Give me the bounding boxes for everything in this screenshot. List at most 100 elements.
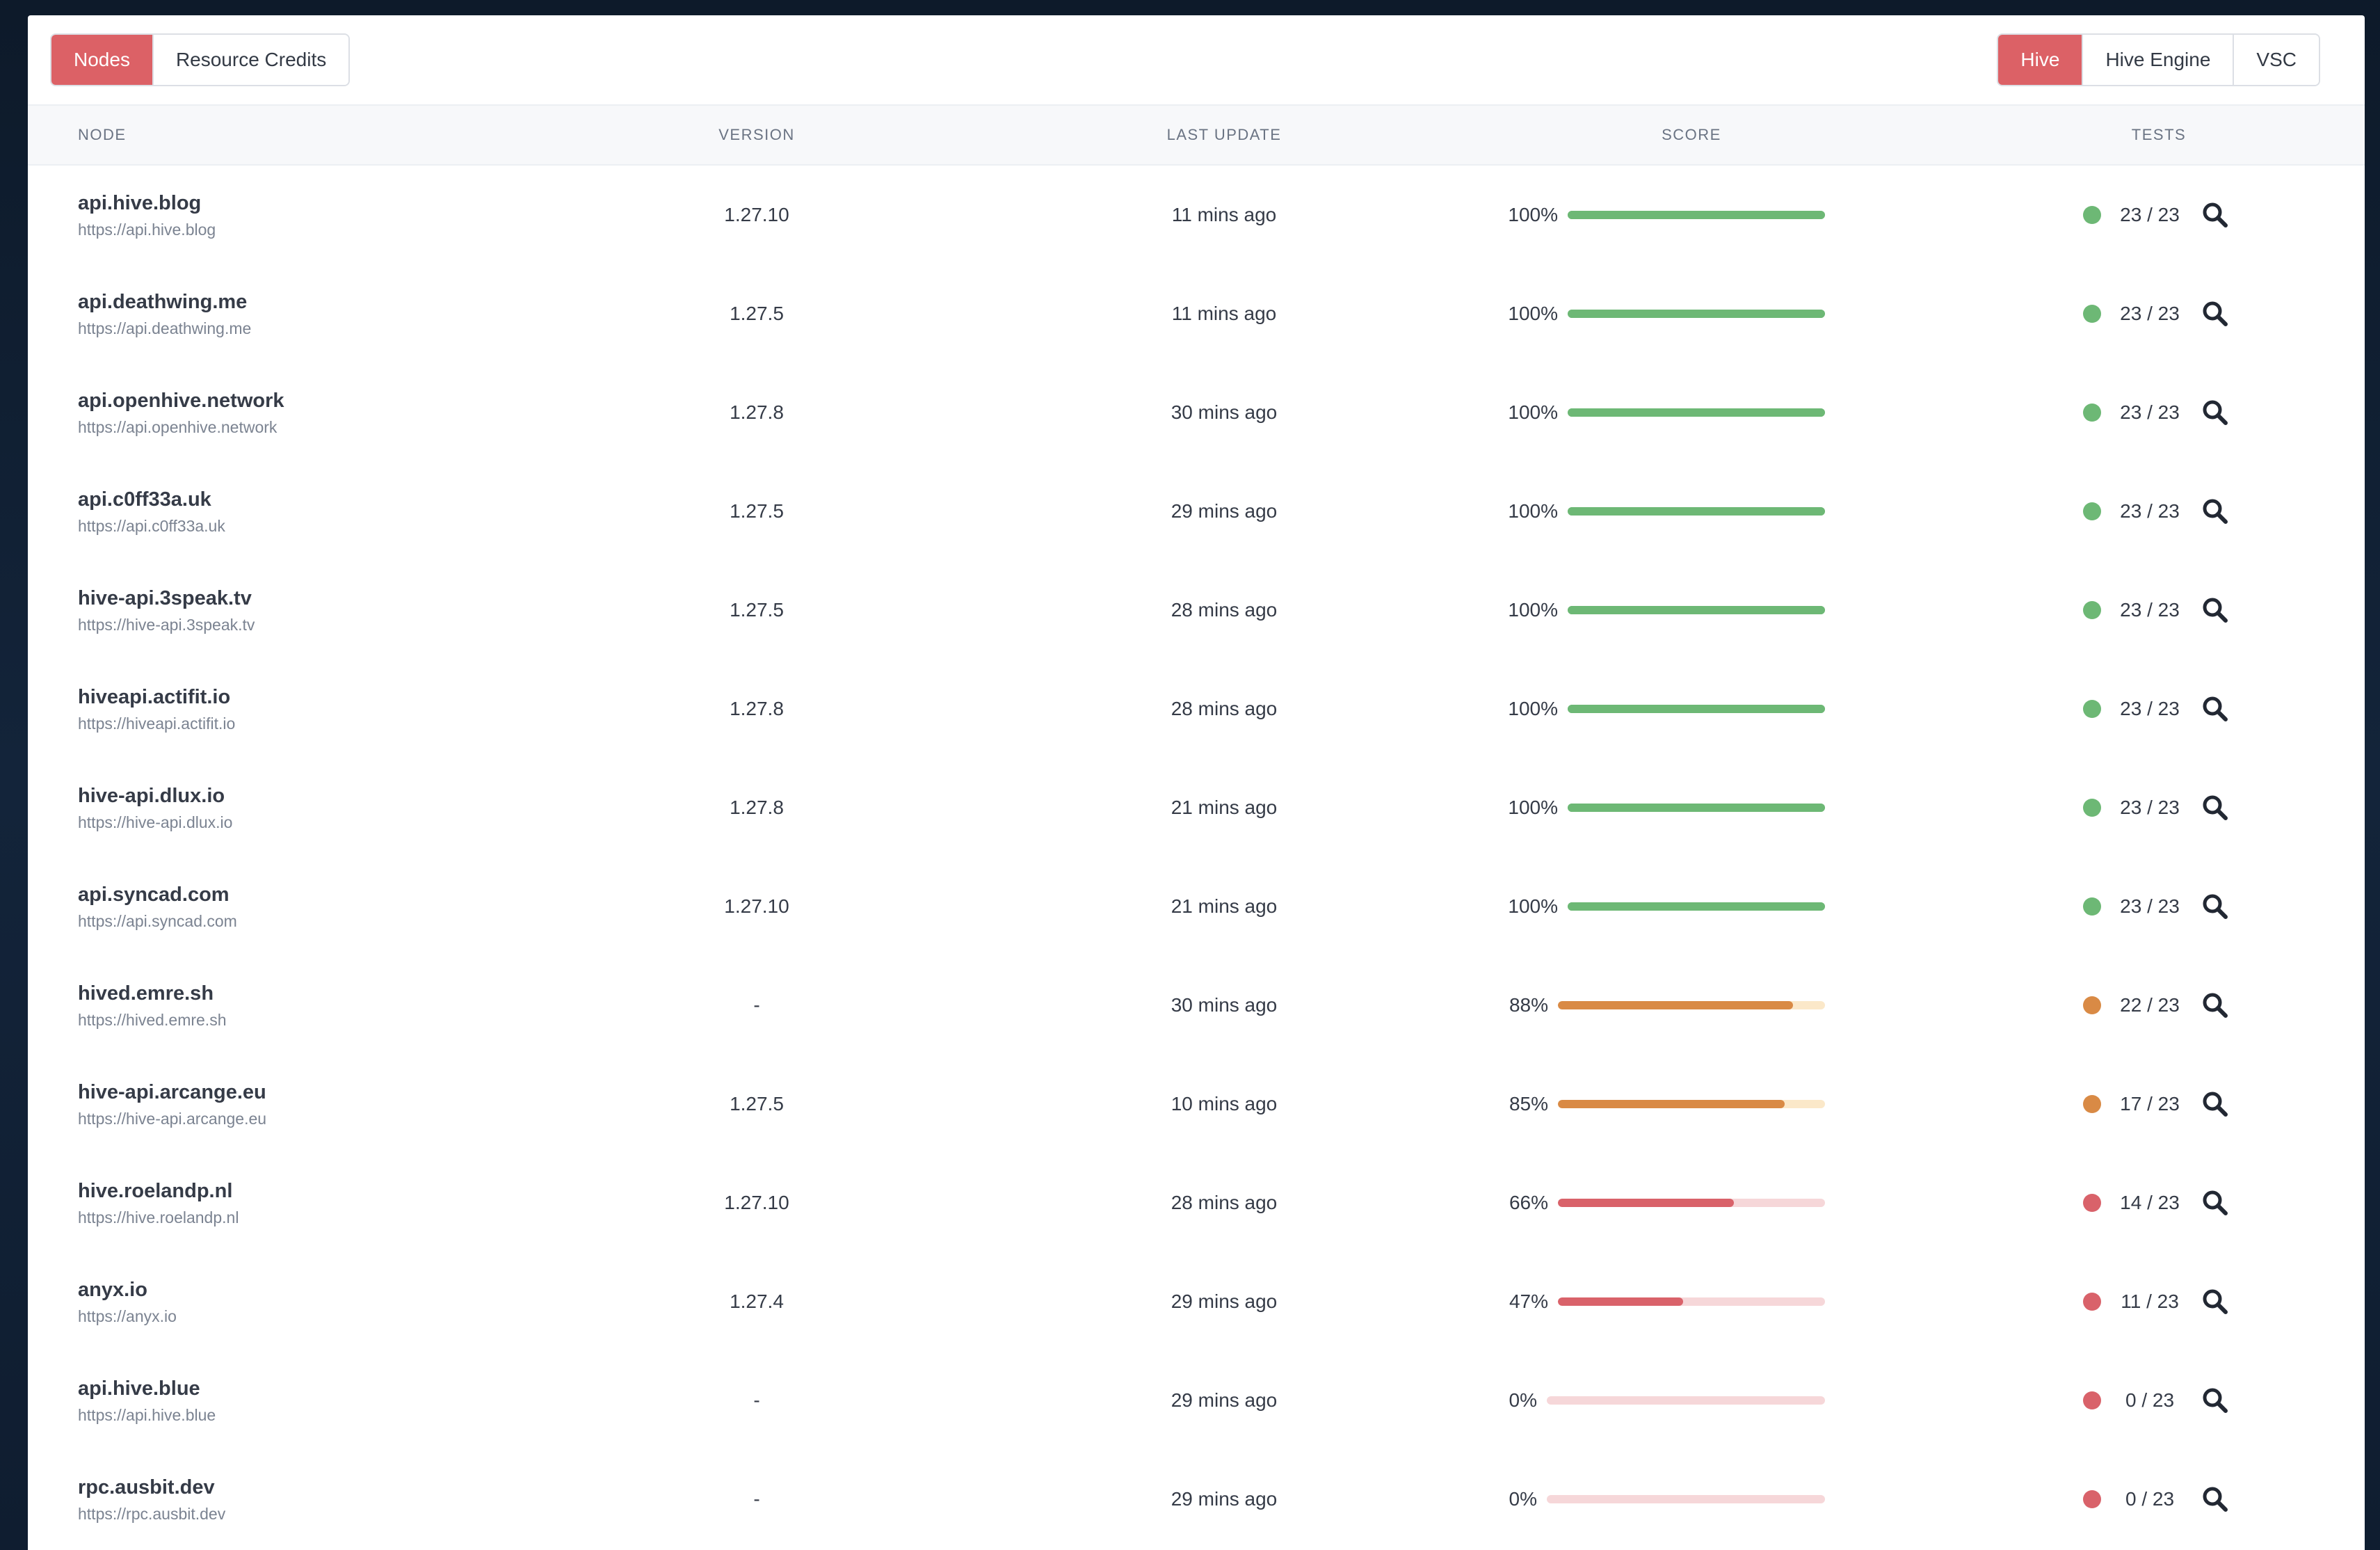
score-bar-fill [1568, 507, 1825, 516]
column-header-version[interactable]: VERSION [718, 126, 795, 143]
tab-nodes[interactable]: Nodes [51, 35, 152, 85]
node-cell: rpc.ausbit.dev https://rpc.ausbit.dev [78, 1475, 225, 1525]
tests-count: 23 / 23 [2120, 401, 2180, 423]
search-icon[interactable] [2201, 201, 2229, 229]
table-row[interactable]: api.hive.blog https://api.hive.blog 1.27… [28, 166, 2365, 264]
node-name[interactable]: api.hive.blue [78, 1377, 200, 1400]
table-row[interactable]: anyx.io https://anyx.io 1.27.4 29 mins a… [28, 1252, 2365, 1351]
node-url: https://hive-api.dlux.io [78, 813, 233, 831]
node-name[interactable]: rpc.ausbit.dev [78, 1476, 215, 1499]
node-name[interactable]: api.c0ff33a.uk [78, 488, 211, 511]
search-icon[interactable] [2201, 1189, 2229, 1217]
status-dot [2083, 1490, 2101, 1508]
search-icon[interactable] [2201, 300, 2229, 328]
node-name[interactable]: hive.roelandp.nl [78, 1180, 233, 1202]
node-name[interactable]: api.syncad.com [78, 884, 230, 906]
table-row[interactable]: api.openhive.network https://api.openhiv… [28, 363, 2365, 462]
node-name[interactable]: api.hive.blog [78, 192, 202, 214]
node-name[interactable]: api.openhive.network [78, 390, 284, 412]
table-row[interactable]: hive-api.3speak.tv https://hive-api.3spe… [28, 561, 2365, 660]
tests-count: 0 / 23 [2125, 1488, 2175, 1510]
table-row[interactable]: api.hive.blue https://api.hive.blue - 29… [28, 1351, 2365, 1450]
node-name[interactable]: hive-api.3speak.tv [78, 587, 252, 609]
score-bar [1568, 606, 1825, 614]
search-icon[interactable] [2201, 1090, 2229, 1118]
node-url: https://api.deathwing.me [78, 319, 252, 337]
score-cell: 85% [1509, 1055, 1825, 1153]
search-icon[interactable] [2201, 695, 2229, 723]
tests-cell: 14 / 23 [2052, 1153, 2260, 1252]
tests-cell: 23 / 23 [2052, 363, 2260, 462]
score-percent: 85% [1509, 1093, 1548, 1114]
node-last-update: 30 mins ago [1171, 994, 1278, 1016]
tab-vsc[interactable]: VSC [2233, 35, 2319, 85]
node-name[interactable]: hived.emre.sh [78, 982, 214, 1005]
score-percent: 100% [1508, 599, 1558, 621]
tests-cell: 23 / 23 [2052, 758, 2260, 857]
column-header-score[interactable]: SCORE [1662, 126, 1721, 143]
score-bar-fill [1558, 1001, 1793, 1009]
table-row[interactable]: rpc.ausbit.dev https://rpc.ausbit.dev - … [28, 1450, 2365, 1549]
chain-tabs: Hive Hive Engine VSC [1997, 33, 2320, 86]
status-dot [2083, 1194, 2101, 1212]
score-bar-fill [1558, 1100, 1785, 1108]
node-version: 1.27.8 [730, 797, 784, 818]
node-name[interactable]: api.deathwing.me [78, 291, 248, 313]
node-version: 1.27.4 [730, 1291, 784, 1312]
status-dot [2083, 700, 2101, 718]
tab-hive[interactable]: Hive [1998, 35, 2082, 85]
tests-cell: 0 / 23 [2052, 1351, 2260, 1450]
table-row[interactable]: api.c0ff33a.uk https://api.c0ff33a.uk 1.… [28, 462, 2365, 561]
table-row[interactable]: hiveapi.actifit.io https://hiveapi.actif… [28, 660, 2365, 758]
node-name[interactable]: hiveapi.actifit.io [78, 686, 231, 708]
tests-count: 0 / 23 [2125, 1389, 2175, 1411]
search-icon[interactable] [2201, 1288, 2229, 1316]
node-last-update: 28 mins ago [1171, 1192, 1278, 1213]
status-dot [2083, 601, 2101, 619]
table-row[interactable]: hive-api.arcange.eu https://hive-api.arc… [28, 1055, 2365, 1153]
tab-hive-engine[interactable]: Hive Engine [2082, 35, 2233, 85]
score-cell: 66% [1509, 1153, 1825, 1252]
tests-count: 23 / 23 [2120, 303, 2180, 324]
table-row[interactable]: hived.emre.sh https://hived.emre.sh - 30… [28, 956, 2365, 1055]
score-percent: 0% [1509, 1389, 1537, 1411]
column-header-node[interactable]: NODE [78, 126, 127, 143]
node-name[interactable]: hive-api.dlux.io [78, 785, 225, 807]
column-header-last-update[interactable]: LAST UPDATE [1166, 126, 1282, 143]
table-row[interactable]: hive-api.dlux.io https://hive-api.dlux.i… [28, 758, 2365, 857]
node-version: - [753, 1389, 760, 1411]
node-name[interactable]: anyx.io [78, 1279, 147, 1301]
table-row[interactable]: api.syncad.com https://api.syncad.com 1.… [28, 857, 2365, 956]
score-bar [1568, 408, 1825, 417]
tests-count: 23 / 23 [2120, 698, 2180, 719]
search-icon[interactable] [2201, 794, 2229, 822]
search-icon[interactable] [2201, 1387, 2229, 1414]
search-icon[interactable] [2201, 893, 2229, 920]
node-url: https://api.syncad.com [78, 912, 237, 930]
tab-resource-credits[interactable]: Resource Credits [152, 35, 349, 85]
node-last-update: 29 mins ago [1171, 1488, 1278, 1510]
search-icon[interactable] [2201, 497, 2229, 525]
table-row[interactable]: api.deathwing.me https://api.deathwing.m… [28, 264, 2365, 363]
node-name[interactable]: hive-api.arcange.eu [78, 1081, 266, 1103]
score-bar-fill [1568, 705, 1825, 713]
node-url: https://hived.emre.sh [78, 1011, 227, 1029]
node-cell: hived.emre.sh https://hived.emre.sh [78, 981, 227, 1031]
search-icon[interactable] [2201, 1485, 2229, 1513]
score-bar-fill [1568, 902, 1825, 911]
score-bar-fill [1558, 1199, 1735, 1207]
tests-count: 23 / 23 [2120, 204, 2180, 225]
score-cell: 100% [1508, 857, 1825, 956]
table-body: api.hive.blog https://api.hive.blog 1.27… [28, 166, 2365, 1549]
column-header-tests[interactable]: TESTS [2131, 126, 2187, 143]
search-icon[interactable] [2201, 991, 2229, 1019]
score-percent: 100% [1508, 698, 1558, 719]
search-icon[interactable] [2201, 596, 2229, 624]
table-row[interactable]: hive.roelandp.nl https://hive.roelandp.n… [28, 1153, 2365, 1252]
status-dot [2083, 305, 2101, 323]
score-cell: 100% [1508, 264, 1825, 363]
score-cell: 100% [1508, 660, 1825, 758]
search-icon[interactable] [2201, 399, 2229, 426]
status-dot [2083, 1391, 2101, 1409]
score-percent: 100% [1508, 895, 1558, 917]
